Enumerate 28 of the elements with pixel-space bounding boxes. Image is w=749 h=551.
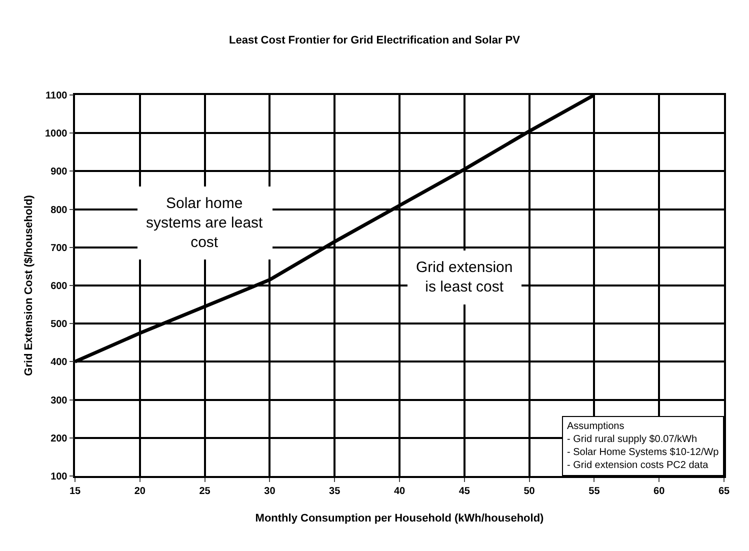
y-tick-label: 700 [50,242,68,254]
y-tick-label: 400 [50,357,68,368]
y-axis-title: Grid Extension Cost ($/household) [23,194,36,376]
y-tick-label: 200 [50,433,68,444]
x-tick-label: 40 [394,486,406,497]
y-tick-label: 1000 [45,128,68,140]
x-tick-label: 45 [458,486,470,497]
y-tick-label: 300 [50,395,68,406]
y-tick-label: 500 [50,319,68,330]
annotation: Solar home systems are least cost [146,195,264,251]
y-tick-label: 600 [50,281,68,292]
y-tick-label: 100 [50,472,68,482]
x-tick-label: 30 [264,486,276,497]
annotation: Assumptions - Grid rural supply $0.07/kWh - Solar Home Systems $10-12/Wp - Grid extension costs PC2 data [567,421,720,471]
chart-title: Least Cost Frontier for Grid Electrification and Solar PV [229,34,521,47]
y-tick-label: 800 [50,204,68,216]
x-tick-label: 65 [718,486,730,497]
y-tick-label: 900 [50,166,68,178]
x-tick-label: 35 [329,486,341,497]
x-tick-label: 60 [654,486,666,497]
x-tick-label: 50 [524,486,536,497]
x-tick-label: 15 [69,486,81,497]
x-axis-title: Monthly Consumption per Household (kWh/household) [255,512,544,524]
x-tick-label: 55 [588,486,600,497]
x-tick-label: 25 [199,486,211,497]
y-tick-label: 1100 [46,90,68,102]
x-tick-label: 20 [134,486,146,497]
annotation: Grid extension is least cost [416,259,513,296]
